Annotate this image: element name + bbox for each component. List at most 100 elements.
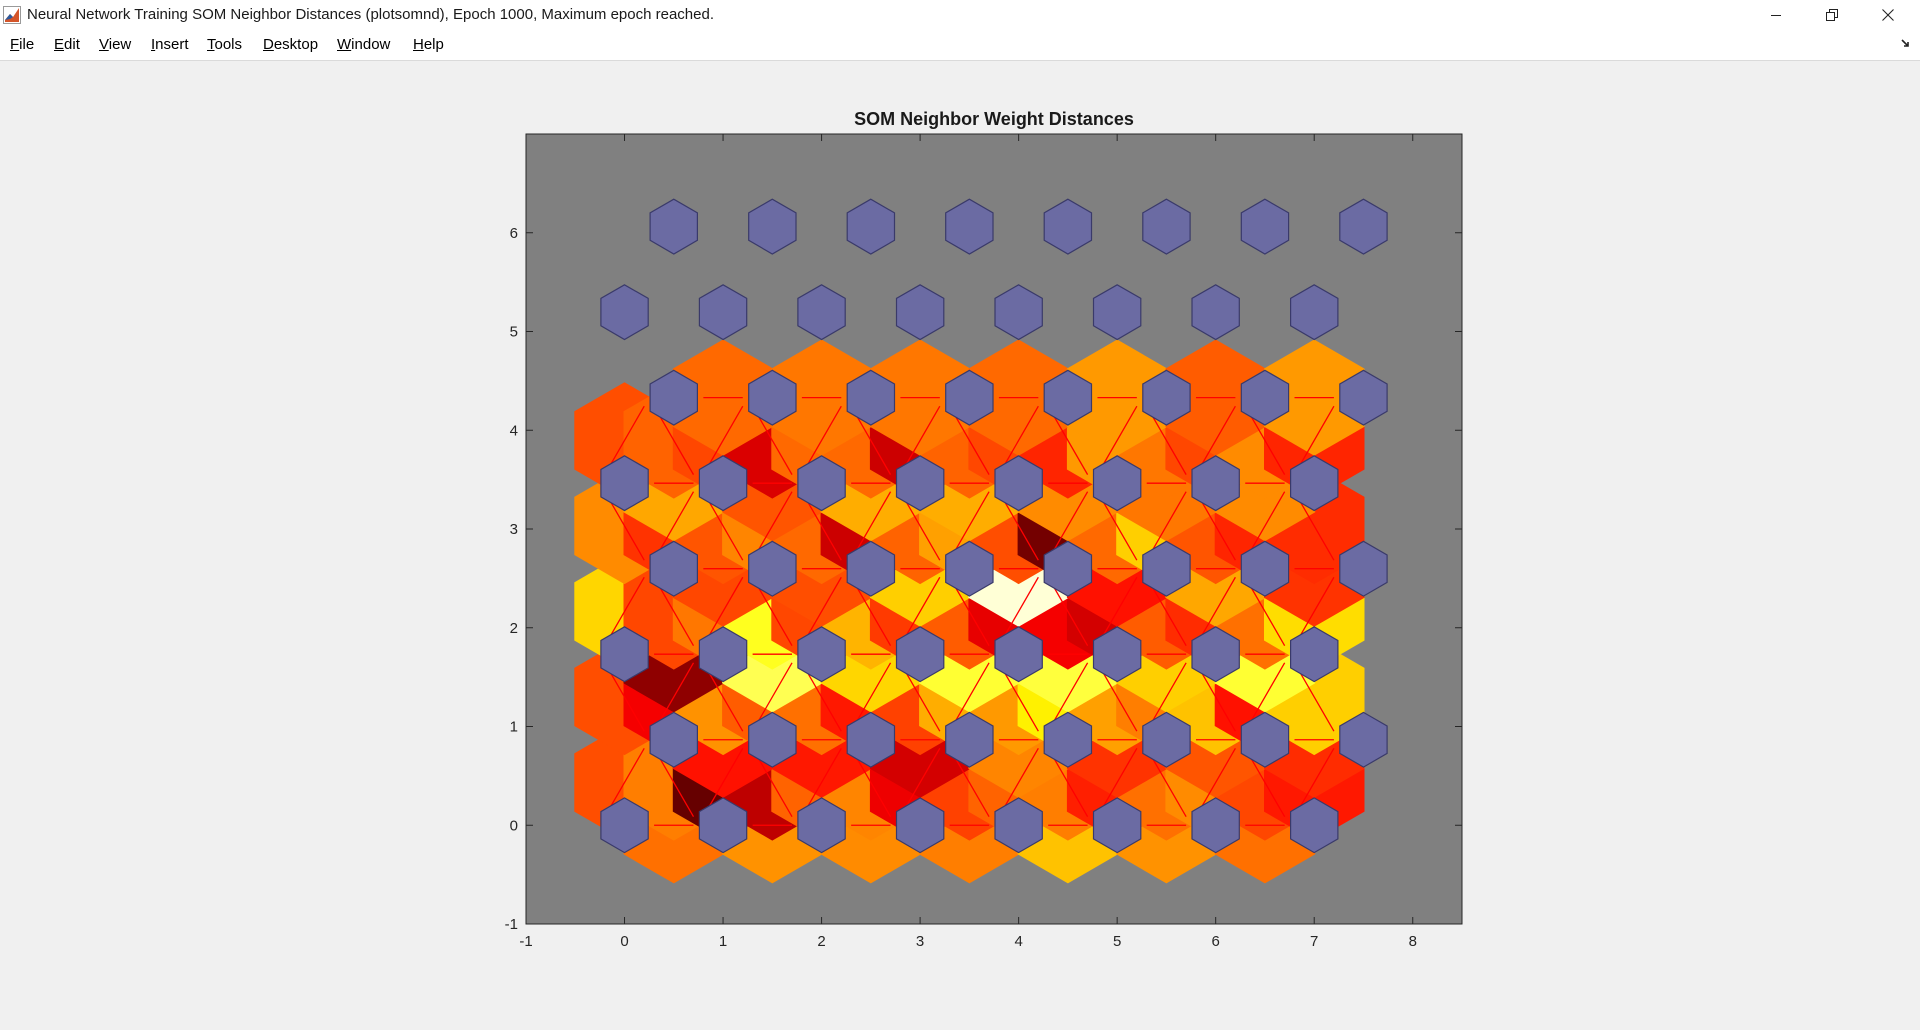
close-icon <box>1882 9 1894 21</box>
neuron <box>945 540 994 597</box>
neuron <box>945 369 994 426</box>
neuron <box>1289 797 1339 854</box>
neuron <box>649 198 699 255</box>
neuron <box>1240 540 1290 597</box>
restore-icon <box>1826 9 1838 21</box>
neuron <box>797 797 846 854</box>
neuron <box>945 711 994 768</box>
neuron <box>748 198 797 255</box>
y-tick-label: 5 <box>510 324 518 341</box>
neuron <box>698 284 748 341</box>
y-tick-label: 3 <box>510 521 518 538</box>
neuron <box>600 797 649 854</box>
neuron <box>1240 711 1290 768</box>
x-tick-label: 6 <box>1212 933 1220 950</box>
menu-edit[interactable]: Edit <box>54 36 80 53</box>
neuron <box>649 369 699 426</box>
x-tick-label: 7 <box>1310 933 1318 950</box>
neuron <box>1339 711 1388 768</box>
y-tick-label: 4 <box>510 422 518 439</box>
neuron <box>846 198 896 255</box>
neuron <box>1339 369 1388 426</box>
neuron <box>1043 711 1093 768</box>
som-plot: SOM Neighbor Weight Distances -1 0 1 2 3 4 5 6 7 8… <box>505 109 1463 950</box>
close-button[interactable] <box>1860 0 1916 30</box>
minimize-icon <box>1771 15 1781 16</box>
neuron <box>698 455 748 512</box>
neuron <box>895 455 945 512</box>
neuron <box>1191 626 1240 683</box>
neuron <box>994 284 1043 341</box>
x-tick-label: 3 <box>916 933 924 950</box>
y-tick-label: -1 <box>505 916 518 933</box>
y-tick-label: 1 <box>510 719 518 736</box>
neuron <box>1092 797 1142 854</box>
menu-window[interactable]: Window <box>337 36 391 53</box>
neuron <box>945 198 994 255</box>
neuron <box>994 455 1043 512</box>
neuron <box>1142 198 1191 255</box>
x-tick-label: 0 <box>620 933 628 950</box>
menu-bar: File Edit View Insert Tools Desktop Wind… <box>0 30 1920 61</box>
neuron <box>1142 540 1191 597</box>
window-title: Neural Network Training SOM Neighbor Dis… <box>27 6 714 23</box>
y-tick-label: 2 <box>510 620 518 637</box>
x-tick-label: 2 <box>817 933 825 950</box>
minimize-button[interactable] <box>1748 0 1804 30</box>
neuron <box>846 711 896 768</box>
neuron <box>895 626 945 683</box>
dock-arrow-icon[interactable] <box>1900 38 1912 50</box>
axes-ticks: -1 0 1 2 3 4 5 6 7 8 -1 0 1 2 3 4 5 6 <box>505 134 1462 950</box>
neuron <box>1240 369 1290 426</box>
neuron <box>1289 284 1339 341</box>
chart-title: SOM Neighbor Weight Distances <box>854 109 1134 129</box>
neuron <box>1191 797 1240 854</box>
neuron <box>1043 198 1093 255</box>
neuron <box>1339 198 1388 255</box>
x-tick-label: 5 <box>1113 933 1121 950</box>
title-bar: Neural Network Training SOM Neighbor Dis… <box>0 0 1920 30</box>
hex-grid <box>574 198 1388 884</box>
x-tick-label: -1 <box>519 933 532 950</box>
neuron <box>748 711 797 768</box>
menu-insert[interactable]: Insert <box>151 36 189 53</box>
neuron <box>1289 455 1339 512</box>
neuron <box>649 540 699 597</box>
neuron <box>895 797 945 854</box>
neuron <box>895 284 945 341</box>
x-tick-label: 4 <box>1014 933 1022 950</box>
neuron <box>797 626 846 683</box>
neuron <box>600 626 649 683</box>
x-tick-label: 1 <box>719 933 727 950</box>
neuron <box>1289 626 1339 683</box>
neuron <box>698 797 748 854</box>
neuron <box>748 369 797 426</box>
neuron <box>1043 540 1093 597</box>
figure-area: SOM Neighbor Weight Distances -1 0 1 2 3 4 5 6 7 8… <box>0 61 1920 1030</box>
restore-button[interactable] <box>1804 0 1860 30</box>
neuron <box>1191 284 1240 341</box>
neuron <box>1092 626 1142 683</box>
neuron <box>1191 455 1240 512</box>
neuron <box>846 369 896 426</box>
neuron <box>1043 369 1093 426</box>
y-tick-label: 6 <box>510 225 518 242</box>
neuron <box>1339 540 1388 597</box>
menu-help[interactable]: Help <box>413 36 444 53</box>
x-tick-label: 8 <box>1409 933 1417 950</box>
menu-file[interactable]: File <box>10 36 35 53</box>
neuron <box>600 455 649 512</box>
neuron <box>797 455 846 512</box>
neuron <box>1092 455 1142 512</box>
menu-tools[interactable]: Tools <box>207 36 243 53</box>
neuron <box>846 540 896 597</box>
neuron <box>698 626 748 683</box>
menu-desktop[interactable]: Desktop <box>263 36 319 53</box>
neuron <box>1240 198 1290 255</box>
neuron <box>797 284 846 341</box>
neuron <box>994 626 1043 683</box>
matlab-icon <box>3 6 21 24</box>
menu-view[interactable]: View <box>99 36 132 53</box>
neuron <box>649 711 699 768</box>
y-tick-label: 0 <box>510 817 518 834</box>
